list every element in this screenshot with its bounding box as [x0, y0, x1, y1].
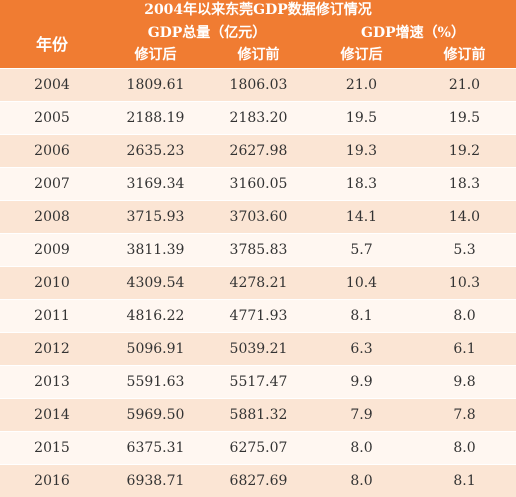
growth-original-cell: 10.3: [448, 275, 481, 291]
gdp-original-cell: 5517.47: [229, 374, 288, 390]
gdp-original-cell: 4771.93: [229, 308, 288, 324]
gdp-revised-cell: 3811.39: [126, 242, 185, 258]
gdp-original-cell: 5881.32: [229, 407, 288, 423]
table-row: 2005 2188.19 2183.20 19.5 19.5: [0, 101, 516, 134]
table-title: 2004年以来东莞GDP数据修订情况: [144, 2, 372, 18]
growth-original-cell: 7.8: [453, 407, 476, 423]
table-row: 2014 5969.50 5881.32 7.9 7.8: [0, 398, 516, 431]
gdp-revised-cell: 2188.19: [126, 110, 185, 126]
year-cell: 2016: [34, 473, 70, 489]
growth-original-cell: 19.5: [448, 110, 481, 126]
year-cell: 2007: [34, 176, 70, 192]
gdp-growth-revised-header: 修订后: [340, 47, 383, 63]
growth-revised-cell: 7.9: [350, 407, 373, 423]
table-row: 2004 1809.61 1806.03 21.0 21.0: [0, 68, 516, 101]
year-cell: 2013: [34, 374, 70, 390]
table-row: 2007 3169.34 3160.05 18.3 18.3: [0, 167, 516, 200]
year-cell: 2004: [34, 77, 70, 93]
growth-original-cell: 21.0: [448, 77, 481, 93]
year-column-header: 年份: [35, 35, 68, 54]
gdp-total-revised-header: 修订后: [134, 47, 177, 63]
table-row: 2016 6938.71 6827.69 8.0 8.1: [0, 464, 516, 497]
gdp-total-original-header: 修订前: [237, 47, 280, 63]
gdp-revised-cell: 2635.23: [126, 143, 185, 159]
gdp-growth-group-header: GDP增速（%）: [361, 25, 465, 41]
growth-original-cell: 5.3: [453, 242, 476, 258]
table-row: 2010 4309.54 4278.21 10.4 10.3: [0, 266, 516, 299]
gdp-revised-cell: 4309.54: [126, 275, 185, 291]
table-row: 2009 3811.39 3785.83 5.7 5.3: [0, 233, 516, 266]
gdp-original-cell: 2627.98: [229, 143, 288, 159]
table-row: 2008 3715.93 3703.60 14.1 14.0: [0, 200, 516, 233]
growth-revised-cell: 9.9: [350, 374, 373, 390]
year-cell: 2006: [34, 143, 70, 159]
table-row: 2006 2635.23 2627.98 19.3 19.2: [0, 134, 516, 167]
gdp-growth-original-header: 修订前: [443, 47, 486, 63]
growth-revised-cell: 19.5: [345, 110, 378, 126]
gdp-revised-cell: 6375.31: [126, 440, 185, 456]
growth-original-cell: 19.2: [448, 143, 481, 159]
year-cell: 2015: [34, 440, 70, 456]
year-cell: 2014: [34, 407, 70, 423]
growth-original-cell: 18.3: [448, 176, 481, 192]
growth-revised-cell: 21.0: [345, 77, 378, 93]
table-row: 2011 4816.22 4771.93 8.1 8.0: [0, 299, 516, 332]
table-header: 2004年以来东莞GDP数据修订情况 年份 GDP总量（亿元） GDP增速（%）…: [0, 0, 516, 68]
gdp-original-cell: 3785.83: [229, 242, 288, 258]
growth-revised-cell: 14.1: [345, 209, 378, 225]
gdp-revised-cell: 5591.63: [126, 374, 185, 390]
gdp-original-cell: 3703.60: [229, 209, 288, 225]
gdp-original-cell: 1806.03: [229, 77, 288, 93]
gdp-original-cell: 3160.05: [229, 176, 288, 192]
year-cell: 2008: [34, 209, 70, 225]
gdp-revised-cell: 5096.91: [126, 341, 185, 357]
growth-revised-cell: 8.0: [350, 473, 373, 489]
growth-revised-cell: 5.7: [350, 242, 373, 258]
growth-revised-cell: 10.4: [345, 275, 378, 291]
gdp-revised-cell: 3715.93: [126, 209, 185, 225]
gdp-original-cell: 5039.21: [229, 341, 288, 357]
gdp-total-group-header: GDP总量（亿元）: [147, 25, 267, 41]
growth-original-cell: 8.0: [453, 440, 476, 456]
growth-revised-cell: 18.3: [345, 176, 378, 192]
growth-revised-cell: 8.0: [350, 440, 373, 456]
year-cell: 2010: [34, 275, 70, 291]
gdp-revised-cell: 5969.50: [126, 407, 185, 423]
growth-original-cell: 8.1: [453, 473, 476, 489]
growth-original-cell: 9.8: [453, 374, 476, 390]
gdp-revised-cell: 4816.22: [126, 308, 185, 324]
gdp-original-cell: 6827.69: [229, 473, 288, 489]
growth-revised-cell: 19.3: [345, 143, 378, 159]
year-cell: 2005: [34, 110, 70, 126]
year-cell: 2011: [34, 308, 70, 324]
growth-original-cell: 8.0: [453, 308, 476, 324]
table-row: 2012 5096.91 5039.21 6.3 6.1: [0, 332, 516, 365]
growth-revised-cell: 6.3: [350, 341, 373, 357]
table-row: 2015 6375.31 6275.07 8.0 8.0: [0, 431, 516, 464]
gdp-revised-cell: 3169.34: [126, 176, 185, 192]
table-row: 2013 5591.63 5517.47 9.9 9.8: [0, 365, 516, 398]
year-cell: 2009: [34, 242, 70, 258]
gdp-revised-cell: 1809.61: [126, 77, 185, 93]
growth-revised-cell: 8.1: [350, 308, 373, 324]
gdp-revised-cell: 6938.71: [126, 473, 185, 489]
year-cell: 2012: [34, 341, 70, 357]
gdp-original-cell: 4278.21: [229, 275, 288, 291]
gdp-original-cell: 6275.07: [229, 440, 288, 456]
table-body: 2004 1809.61 1806.03 21.0 21.0 2005 2188…: [0, 68, 516, 497]
growth-original-cell: 6.1: [453, 341, 476, 357]
gdp-original-cell: 2183.20: [229, 110, 288, 126]
growth-original-cell: 14.0: [448, 209, 481, 225]
